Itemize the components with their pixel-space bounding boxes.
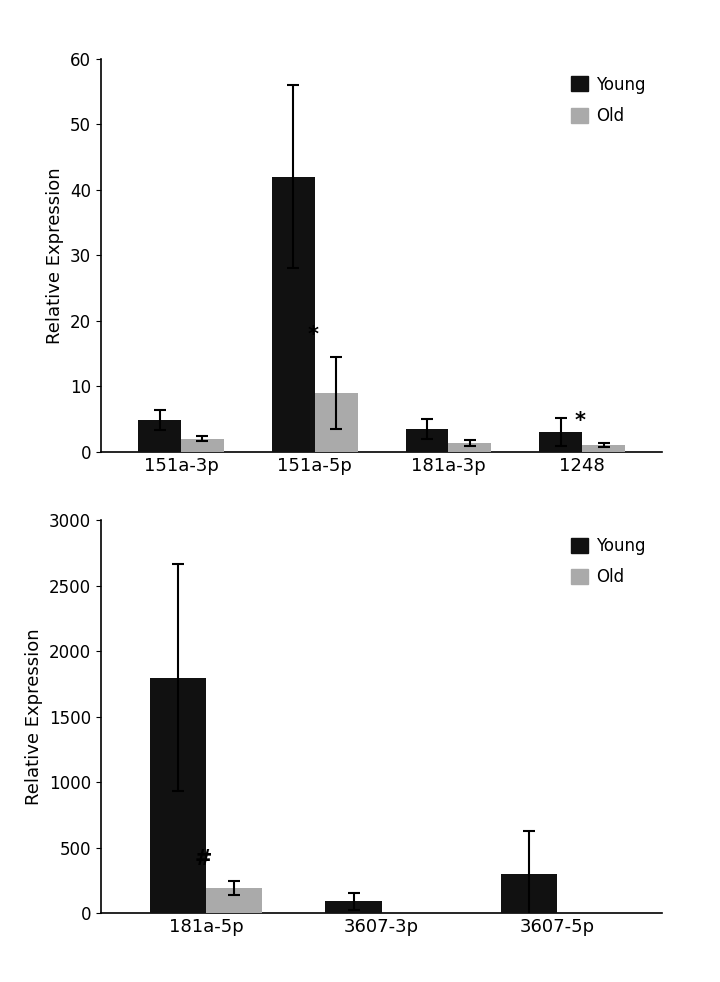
Text: *: *: [575, 411, 585, 431]
Text: #: #: [194, 848, 212, 869]
Bar: [181, 439, 224, 452]
Bar: [405, 429, 449, 452]
Text: *: *: [307, 325, 318, 345]
Bar: [150, 678, 206, 913]
Bar: [272, 177, 315, 452]
Legend: Young, Old: Young, Old: [563, 528, 654, 595]
Y-axis label: Relative Expression: Relative Expression: [25, 628, 43, 805]
Bar: [501, 874, 557, 913]
Bar: [138, 420, 181, 452]
Bar: [449, 443, 491, 452]
Y-axis label: Relative Expression: Relative Expression: [46, 167, 64, 344]
Bar: [315, 393, 358, 452]
Bar: [582, 445, 625, 452]
Bar: [206, 888, 262, 913]
Bar: [539, 432, 582, 452]
Legend: Young, Old: Young, Old: [563, 67, 654, 134]
Bar: [325, 901, 382, 913]
